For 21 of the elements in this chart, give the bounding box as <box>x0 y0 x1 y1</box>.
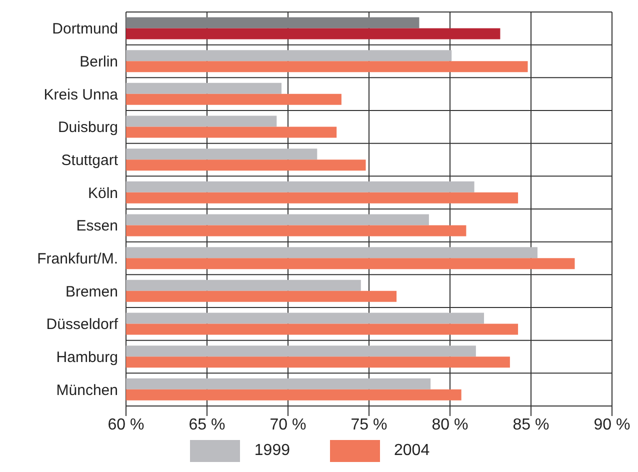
y-tick-label: Düsseldorf <box>46 316 119 334</box>
x-tick-label: 60 % <box>108 416 144 434</box>
x-tick-label: 85 % <box>512 416 550 434</box>
x-tick-label: 80 % <box>432 416 468 434</box>
y-tick-label: Bremen <box>65 283 118 300</box>
y-tick-label: München <box>56 382 118 399</box>
y-tick-label: Köln <box>88 184 118 202</box>
y-tick-label: Duisburg <box>58 119 118 136</box>
x-tick-label: 70 % <box>270 416 306 434</box>
x-tick-label: 65 % <box>188 416 226 434</box>
y-tick-label: Stuttgart <box>61 152 119 170</box>
y-tick-label: Berlin <box>80 54 118 71</box>
y-tick-label: Dortmund <box>52 20 118 38</box>
legend-label: 1999 <box>254 442 290 460</box>
legend-label: 2004 <box>394 442 430 460</box>
x-tick-label: 75 % <box>350 416 388 434</box>
y-tick-label: Kreis Unna <box>44 86 119 104</box>
y-tick-label: Essen <box>76 218 118 235</box>
y-tick-label: Frankfurt/M. <box>37 250 118 268</box>
x-tick-label: 90 % <box>594 416 630 434</box>
y-tick-label: Hamburg <box>56 349 118 366</box>
